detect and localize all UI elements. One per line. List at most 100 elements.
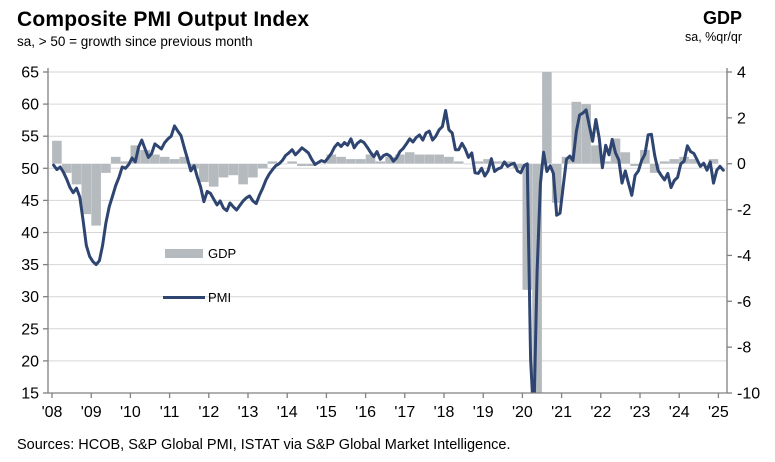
gdp-bar bbox=[581, 104, 591, 164]
gdp-bar bbox=[424, 154, 435, 164]
legend-pmi-label: PMI bbox=[208, 290, 232, 305]
svg-text:'20: '20 bbox=[512, 404, 533, 421]
gdp-bar bbox=[297, 163, 307, 167]
gdp-bar bbox=[600, 161, 611, 164]
x-axis-labels: '08 '09 '10 '11 '12 '13 '14 '15 '16 '17 '18 '19 '20 '… bbox=[42, 404, 729, 421]
svg-text:-2: -2 bbox=[737, 202, 751, 219]
gdp-bar bbox=[659, 161, 670, 164]
axes bbox=[43, 68, 732, 398]
svg-text:45: 45 bbox=[21, 193, 39, 210]
gdp-bar bbox=[463, 163, 474, 165]
pmi-line bbox=[52, 108, 725, 393]
gdp-bar bbox=[483, 159, 493, 164]
right-axis-title: GDP bbox=[702, 8, 742, 28]
svg-text:'12: '12 bbox=[198, 404, 219, 421]
gdp-bar bbox=[101, 163, 111, 173]
svg-text:'16: '16 bbox=[355, 404, 376, 421]
gdp-bar bbox=[277, 163, 288, 165]
svg-text:35: 35 bbox=[21, 257, 39, 274]
page-subtitle: sa, > 50 = growth since previous month bbox=[17, 34, 253, 49]
gdp-bar bbox=[708, 159, 719, 164]
gdp-bar bbox=[61, 163, 72, 173]
svg-text:60: 60 bbox=[21, 97, 39, 114]
gdp-bar bbox=[169, 159, 180, 164]
svg-text:'09: '09 bbox=[81, 404, 102, 421]
svg-text:-4: -4 bbox=[737, 248, 751, 265]
gdp-bar bbox=[267, 161, 278, 164]
gdp-bar bbox=[326, 154, 337, 164]
gdp-bar bbox=[287, 161, 297, 164]
svg-text:'25: '25 bbox=[708, 404, 729, 421]
svg-text:65: 65 bbox=[21, 65, 39, 82]
gdp-bar bbox=[502, 161, 513, 164]
gdp-bar bbox=[453, 161, 464, 164]
svg-text:20: 20 bbox=[21, 353, 39, 370]
svg-text:'15: '15 bbox=[316, 404, 337, 421]
right-axis-labels: 4 2 0 -2 -4 -6 -8 -10 bbox=[737, 65, 760, 403]
gdp-bar bbox=[130, 145, 141, 164]
gdp-bar bbox=[542, 72, 552, 164]
gdp-bar bbox=[385, 156, 395, 164]
gdp-bar bbox=[493, 161, 503, 164]
gdp-bar bbox=[71, 163, 82, 185]
gdp-bar bbox=[404, 152, 415, 164]
gdp-bar bbox=[630, 163, 640, 167]
svg-text:40: 40 bbox=[21, 225, 39, 242]
svg-text:'19: '19 bbox=[473, 404, 494, 421]
gdp-bar bbox=[140, 149, 150, 164]
svg-text:-6: -6 bbox=[737, 294, 751, 311]
gdp-bar bbox=[248, 163, 258, 178]
gdp-bar bbox=[620, 152, 631, 164]
gdp-bar bbox=[591, 145, 601, 164]
gdp-bar bbox=[649, 163, 660, 173]
gdp-bar bbox=[120, 161, 131, 164]
gdp-bar bbox=[257, 163, 268, 169]
gdp-bar bbox=[434, 154, 444, 164]
gdp-bar bbox=[346, 159, 356, 164]
gdp-bar bbox=[218, 163, 229, 178]
svg-text:'21: '21 bbox=[551, 404, 572, 421]
gdp-bar bbox=[199, 163, 209, 183]
svg-text:'17: '17 bbox=[394, 404, 415, 421]
gdp-bar bbox=[395, 154, 405, 164]
gdp-bar bbox=[316, 163, 327, 165]
gdp-bar bbox=[159, 156, 170, 164]
svg-text:55: 55 bbox=[21, 129, 39, 146]
gdp-bar bbox=[91, 163, 101, 226]
gdp-bar bbox=[375, 161, 386, 164]
gdp-bar bbox=[414, 154, 425, 164]
svg-text:25: 25 bbox=[21, 321, 39, 338]
gdp-bar bbox=[228, 163, 239, 176]
gdp-bar bbox=[689, 159, 699, 164]
svg-text:-8: -8 bbox=[737, 340, 751, 357]
gdp-bar bbox=[669, 159, 680, 164]
gdp-bar bbox=[208, 163, 219, 187]
gdp-bar bbox=[355, 159, 366, 164]
gdp-bar bbox=[52, 140, 62, 164]
svg-text:30: 30 bbox=[21, 289, 39, 306]
left-axis-labels: 65 60 55 50 45 40 35 30 25 20 15 bbox=[21, 65, 39, 403]
legend-gdp-label: GDP bbox=[208, 246, 237, 261]
svg-text:50: 50 bbox=[21, 161, 39, 178]
svg-text:2: 2 bbox=[737, 110, 746, 127]
svg-text:'22: '22 bbox=[590, 404, 611, 421]
svg-text:0: 0 bbox=[737, 156, 746, 173]
svg-text:-10: -10 bbox=[737, 386, 760, 403]
sources-note: Sources: HCOB, S&P Global PMI, ISTAT via… bbox=[17, 437, 511, 453]
svg-text:'14: '14 bbox=[277, 404, 298, 421]
gdp-bar bbox=[365, 154, 376, 164]
gridlines bbox=[48, 71, 727, 362]
gdp-bar bbox=[179, 156, 190, 164]
page-title: Composite PMI Output Index bbox=[17, 8, 310, 31]
gdp-bar bbox=[473, 161, 484, 164]
gdp-bar bbox=[551, 163, 562, 203]
svg-text:'18: '18 bbox=[434, 404, 455, 421]
svg-text:'10: '10 bbox=[120, 404, 141, 421]
gdp-bar-swatch bbox=[165, 249, 203, 258]
gdp-bar bbox=[306, 163, 317, 167]
svg-text:'23: '23 bbox=[630, 404, 651, 421]
gdp-bar bbox=[444, 156, 454, 164]
svg-text:4: 4 bbox=[737, 65, 746, 82]
